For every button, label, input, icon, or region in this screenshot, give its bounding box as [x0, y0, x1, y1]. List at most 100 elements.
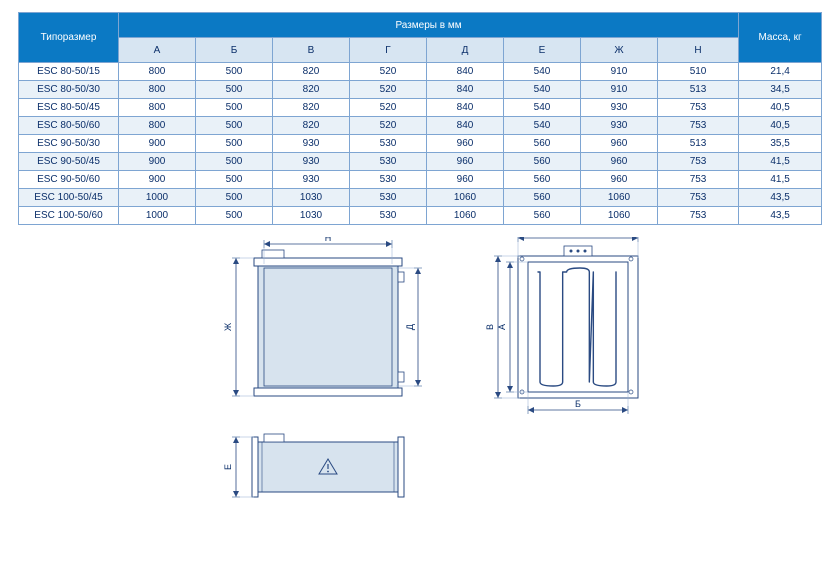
dim-cell: 960 — [581, 153, 658, 171]
dim-cell: 540 — [504, 81, 581, 99]
dim-cell: 840 — [427, 63, 504, 81]
dim-cell: 530 — [350, 189, 427, 207]
col-B: Б — [196, 38, 273, 63]
svg-text:Ж: Ж — [223, 322, 233, 331]
mass-cell: 40,5 — [739, 99, 822, 117]
dim-cell: 900 — [119, 135, 196, 153]
mass-cell: 41,5 — [739, 153, 822, 171]
dim-cell: 800 — [119, 81, 196, 99]
dim-cell: 560 — [504, 171, 581, 189]
dim-cell: 540 — [504, 99, 581, 117]
dim-cell: 500 — [196, 153, 273, 171]
dim-cell: 930 — [273, 171, 350, 189]
dim-cell: 540 — [504, 63, 581, 81]
header-type-size: Типоразмер — [19, 13, 119, 63]
col-H: Н — [658, 38, 739, 63]
header-mass: Масса, кг — [739, 13, 822, 63]
model-cell: ESC 80-50/15 — [19, 63, 119, 81]
dim-cell: 820 — [273, 117, 350, 135]
dimensions-table: Типоразмер Размеры в мм Масса, кг А Б В … — [18, 12, 822, 225]
diagram-svg: НЖДГБВАЕ — [18, 237, 815, 537]
dim-cell: 500 — [196, 99, 273, 117]
mass-cell: 35,5 — [739, 135, 822, 153]
dim-cell: 560 — [504, 207, 581, 225]
col-A: А — [119, 38, 196, 63]
dim-cell: 960 — [427, 135, 504, 153]
dim-cell: 1000 — [119, 189, 196, 207]
dim-cell: 1060 — [581, 207, 658, 225]
dim-cell: 500 — [196, 81, 273, 99]
table-row: ESC 80-50/1580050082052084054091051021,4 — [19, 63, 822, 81]
col-V: В — [273, 38, 350, 63]
svg-text:Е: Е — [223, 464, 233, 470]
dim-cell: 530 — [350, 207, 427, 225]
dim-cell: 930 — [273, 135, 350, 153]
dim-cell: 500 — [196, 171, 273, 189]
dim-cell: 1030 — [273, 189, 350, 207]
dim-cell: 1060 — [581, 189, 658, 207]
dim-cell: 753 — [658, 117, 739, 135]
table-row: ESC 90-50/4590050093053096056096075341,5 — [19, 153, 822, 171]
dim-cell: 820 — [273, 99, 350, 117]
model-cell: ESC 90-50/45 — [19, 153, 119, 171]
dim-cell: 753 — [658, 207, 739, 225]
dim-cell: 960 — [581, 171, 658, 189]
dim-cell: 960 — [581, 135, 658, 153]
mass-cell: 41,5 — [739, 171, 822, 189]
dim-cell: 520 — [350, 81, 427, 99]
dim-cell: 513 — [658, 135, 739, 153]
dim-cell: 930 — [273, 153, 350, 171]
dim-cell: 560 — [504, 135, 581, 153]
table-row: ESC 90-50/3090050093053096056096051335,5 — [19, 135, 822, 153]
dim-cell: 500 — [196, 117, 273, 135]
dim-cell: 753 — [658, 189, 739, 207]
svg-text:А: А — [497, 324, 507, 330]
dim-cell: 540 — [504, 117, 581, 135]
table-header: Типоразмер Размеры в мм Масса, кг А Б В … — [19, 13, 822, 63]
model-cell: ESC 100-50/60 — [19, 207, 119, 225]
dim-cell: 520 — [350, 63, 427, 81]
dim-cell: 820 — [273, 63, 350, 81]
dim-cell: 840 — [427, 99, 504, 117]
model-cell: ESC 80-50/30 — [19, 81, 119, 99]
dim-cell: 530 — [350, 153, 427, 171]
table-row: ESC 80-50/3080050082052084054091051334,5 — [19, 81, 822, 99]
mass-cell: 43,5 — [739, 207, 822, 225]
table-body: ESC 80-50/1580050082052084054091051021,4… — [19, 63, 822, 225]
svg-text:Д: Д — [405, 324, 415, 330]
dim-cell: 840 — [427, 117, 504, 135]
model-cell: ESC 90-50/30 — [19, 135, 119, 153]
dim-cell: 900 — [119, 153, 196, 171]
dim-cell: 820 — [273, 81, 350, 99]
col-G: Г — [350, 38, 427, 63]
table-row: ESC 80-50/6080050082052084054093075340,5 — [19, 117, 822, 135]
table-row: ESC 100-50/45100050010305301060560106075… — [19, 189, 822, 207]
dim-cell: 520 — [350, 99, 427, 117]
model-cell: ESC 80-50/45 — [19, 99, 119, 117]
dim-cell: 510 — [658, 63, 739, 81]
dim-cell: 800 — [119, 117, 196, 135]
dim-cell: 560 — [504, 153, 581, 171]
col-E: Е — [504, 38, 581, 63]
dim-cell: 500 — [196, 135, 273, 153]
dim-cell: 520 — [350, 117, 427, 135]
dim-cell: 753 — [658, 171, 739, 189]
dim-cell: 753 — [658, 99, 739, 117]
mass-cell: 34,5 — [739, 81, 822, 99]
dim-cell: 800 — [119, 63, 196, 81]
dim-cell: 910 — [581, 81, 658, 99]
dim-cell: 530 — [350, 171, 427, 189]
dim-cell: 1000 — [119, 207, 196, 225]
dim-cell: 530 — [350, 135, 427, 153]
model-cell: ESC 80-50/60 — [19, 117, 119, 135]
dim-cell: 500 — [196, 189, 273, 207]
dim-cell: 513 — [658, 81, 739, 99]
table-row: ESC 100-50/60100050010305301060560106075… — [19, 207, 822, 225]
dim-cell: 560 — [504, 189, 581, 207]
sub-header-row: А Б В Г Д Е Ж Н — [19, 38, 822, 63]
table-row: ESC 90-50/6090050093053096056096075341,5 — [19, 171, 822, 189]
dim-cell: 1060 — [427, 189, 504, 207]
dim-cell: 930 — [581, 99, 658, 117]
dim-cell: 960 — [427, 171, 504, 189]
mass-cell: 21,4 — [739, 63, 822, 81]
